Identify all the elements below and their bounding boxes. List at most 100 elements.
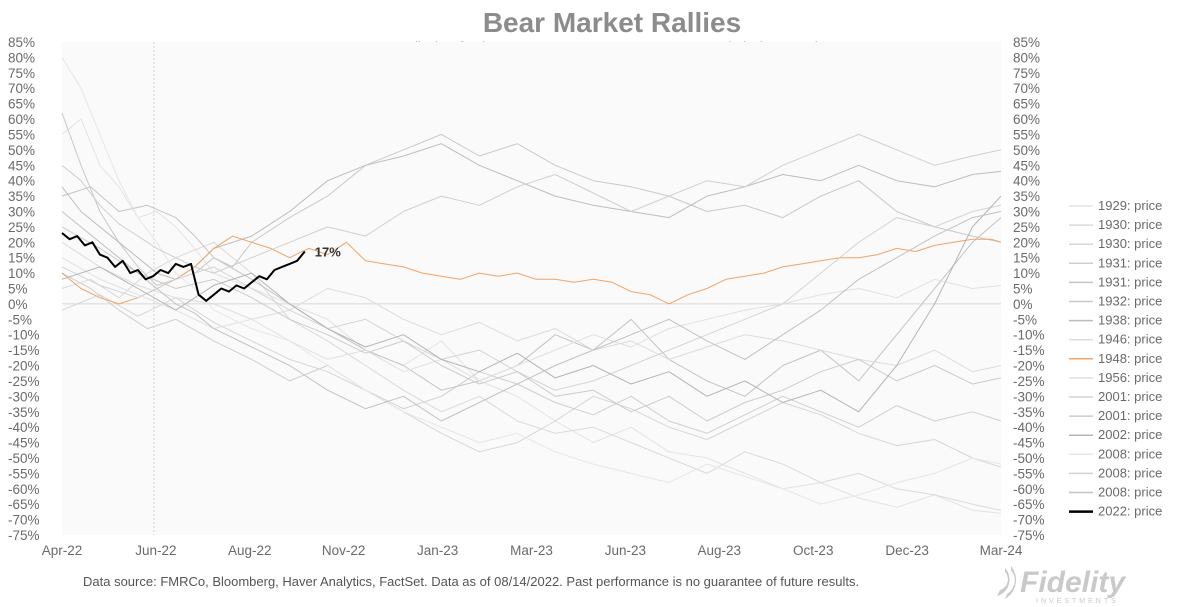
legend: 1929: price 1930: price 1930: price 1931: p…	[1069, 198, 1162, 519]
x-tick: Jun-23	[605, 543, 646, 558]
y-tick-right: 65%	[1013, 97, 1040, 112]
fidelity-logo-text: Fidelity	[1020, 566, 1126, 599]
y-tick-right: -60%	[1013, 482, 1045, 497]
legend-label: 1931: price	[1098, 255, 1162, 270]
y-tick-right: 55%	[1013, 127, 1040, 142]
x-tick: Oct-23	[793, 543, 834, 558]
legend-label: 1956: price	[1098, 370, 1162, 385]
legend-label: 1938: price	[1098, 313, 1162, 328]
y-tick-right: -15%	[1013, 343, 1045, 358]
y-tick-right: 20%	[1013, 235, 1040, 250]
y-tick-right: -50%	[1013, 451, 1045, 466]
plot-background	[62, 42, 1001, 535]
x-tick: Dec-23	[885, 543, 929, 558]
x-tick: Aug-23	[698, 543, 742, 558]
y-tick-left: 5%	[8, 282, 28, 297]
legend-label: 1930: price	[1098, 217, 1162, 232]
y-tick-right: 10%	[1013, 266, 1040, 281]
legend-label: 2002: price	[1098, 427, 1162, 442]
legend-label: 2022: price	[1098, 504, 1162, 519]
y-tick-left: -5%	[8, 312, 32, 327]
chart-title: Bear Market Rallies	[483, 7, 741, 38]
series-line-1932-price-5	[61, 112, 1002, 286]
legend-label: 1931: price	[1098, 274, 1162, 289]
x-tick: Apr-22	[42, 543, 83, 558]
current-rally-annotation: 17%	[315, 245, 341, 260]
y-tick-left: -70%	[8, 513, 40, 528]
series-line-1946-price-7	[61, 241, 1002, 373]
series-line-1929-price-0	[61, 118, 1002, 514]
fidelity-logo-mark	[997, 566, 1016, 599]
y-tick-left: -20%	[8, 359, 40, 374]
y-tick-left: -40%	[8, 420, 40, 435]
y-tick-right: -30%	[1013, 389, 1045, 404]
series-line-2022-price-16	[61, 232, 306, 302]
y-axis-left: 85%80%75%70%65%60%55%50%45%40%35%30%25%2…	[8, 35, 40, 543]
y-tick-left: 85%	[8, 35, 35, 50]
y-tick-left: 75%	[8, 66, 35, 81]
y-tick-right: 70%	[1013, 81, 1040, 96]
y-tick-left: -25%	[8, 374, 40, 389]
y-tick-right: -20%	[1013, 359, 1045, 374]
y-tick-right: -45%	[1013, 436, 1045, 451]
y-tick-right: 60%	[1013, 112, 1040, 127]
y-tick-left: -65%	[8, 497, 40, 512]
y-tick-right: -10%	[1013, 328, 1045, 343]
y-tick-left: 15%	[8, 251, 35, 266]
fidelity-logo-subtext: INVESTMENTS	[1036, 598, 1119, 605]
series-line-2002-price-12	[61, 195, 1002, 413]
y-tick-left: -30%	[8, 389, 40, 404]
legend-label: 1946: price	[1098, 332, 1162, 347]
series-line-2008-price-13	[61, 57, 1002, 505]
legend-label: 1930: price	[1098, 236, 1162, 251]
y-tick-right: 0%	[1013, 297, 1033, 312]
y-tick-right: 75%	[1013, 66, 1040, 81]
series-line-2001-price-11	[61, 226, 1002, 422]
y-tick-left: -75%	[8, 528, 40, 543]
y-tick-left: -60%	[8, 482, 40, 497]
series-line-2008-price-15	[61, 211, 1002, 422]
y-tick-right: 85%	[1013, 35, 1040, 50]
y-tick-left: 55%	[8, 127, 35, 142]
legend-label: 1929: price	[1098, 198, 1162, 213]
series-line-1948-price-8	[61, 235, 1002, 305]
x-tick: Aug-22	[228, 543, 272, 558]
legend-label: 2008: price	[1098, 465, 1162, 480]
x-tick: Nov-22	[322, 543, 366, 558]
fidelity-logo: Fidelity INVESTMENTS	[997, 566, 1126, 605]
y-tick-left: 60%	[8, 112, 35, 127]
y-tick-right: -70%	[1013, 513, 1045, 528]
y-tick-left: -10%	[8, 328, 40, 343]
y-tick-left: -55%	[8, 466, 40, 481]
legend-label: 2008: price	[1098, 446, 1162, 461]
series-line-1930-price-2	[61, 294, 1002, 468]
y-tick-left: 30%	[8, 204, 35, 219]
y-tick-left: 45%	[8, 158, 35, 173]
y-tick-right: 5%	[1013, 282, 1033, 297]
y-tick-left: 70%	[8, 81, 35, 96]
series-line-1930-price-1	[61, 241, 1002, 511]
y-tick-left: 80%	[8, 50, 35, 65]
y-tick-left: -50%	[8, 451, 40, 466]
y-tick-left: 20%	[8, 235, 35, 250]
x-axis: Apr-22 Jun-22 Aug-22 Nov-22 Jan-23 Mar-23 Jun-…	[42, 543, 1023, 558]
legend-label: 1948: price	[1098, 351, 1162, 366]
legend-label: 2008: price	[1098, 485, 1162, 500]
x-tick: Jun-22	[135, 543, 176, 558]
legend-label: 2001: price	[1098, 408, 1162, 423]
y-tick-right: 25%	[1013, 220, 1040, 235]
y-tick-right: -35%	[1013, 405, 1045, 420]
y-tick-left: 65%	[8, 97, 35, 112]
legend-label: 1932: price	[1098, 294, 1162, 309]
legend-label: 2001: price	[1098, 389, 1162, 404]
x-tick: Jan-23	[417, 543, 458, 558]
y-tick-left: 40%	[8, 174, 35, 189]
footer-source-note: Data source: FMRCo, Bloomberg, Haver Ana…	[83, 574, 859, 589]
y-tick-left: 10%	[8, 266, 35, 281]
series-line-1956-price-9	[61, 257, 1002, 382]
x-tick: Mar-23	[510, 543, 553, 558]
y-tick-left: 0%	[8, 297, 28, 312]
y-tick-right: -65%	[1013, 497, 1045, 512]
y-tick-right: 30%	[1013, 204, 1040, 219]
y-tick-right: 40%	[1013, 174, 1040, 189]
